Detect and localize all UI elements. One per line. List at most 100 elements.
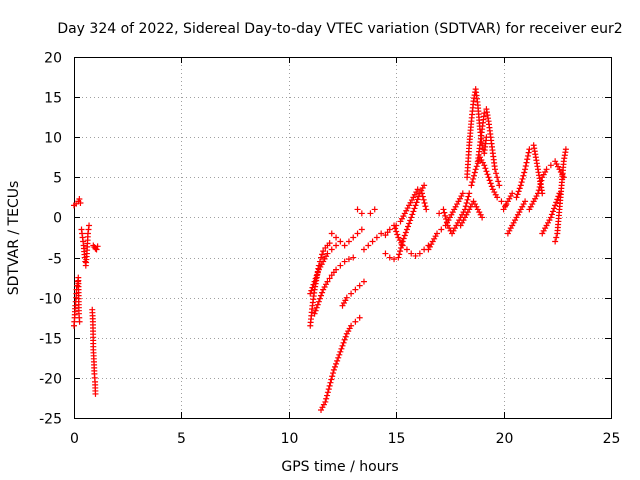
data-point xyxy=(382,250,389,257)
data-point xyxy=(397,248,404,255)
y-tick-label: -25 xyxy=(39,412,62,428)
data-point xyxy=(484,171,491,178)
data-point xyxy=(470,172,477,179)
data-point xyxy=(360,246,367,253)
data-point xyxy=(313,304,320,311)
data-point xyxy=(521,169,528,176)
data-point xyxy=(331,363,338,370)
data-point xyxy=(474,160,481,167)
data-point xyxy=(522,166,529,173)
data-point xyxy=(406,220,413,227)
data-point xyxy=(550,208,557,215)
data-point xyxy=(330,370,337,377)
y-axis-label: SDTVAR / TECUs xyxy=(6,181,22,296)
data-point xyxy=(94,243,101,250)
data-point xyxy=(334,357,341,364)
data-point xyxy=(316,295,323,302)
data-point xyxy=(481,162,488,169)
plot-frame xyxy=(74,57,612,419)
data-point xyxy=(464,196,471,203)
data-point xyxy=(350,234,357,241)
data-point xyxy=(333,266,340,273)
data-point xyxy=(358,210,365,217)
data-point xyxy=(518,179,525,186)
data-point xyxy=(517,182,524,189)
data-point xyxy=(524,156,531,163)
data-point xyxy=(524,152,531,159)
data-point xyxy=(534,190,541,197)
data-point xyxy=(341,258,348,265)
data-point xyxy=(326,240,333,247)
data-point xyxy=(352,318,359,325)
data-point xyxy=(536,183,543,190)
x-tick-label: 10 xyxy=(281,431,299,447)
data-point xyxy=(330,366,337,373)
data-point xyxy=(365,242,372,249)
data-point xyxy=(402,229,409,236)
y-tick-label: -20 xyxy=(39,372,62,388)
data-point xyxy=(337,348,344,355)
data-point xyxy=(553,199,560,206)
data-point xyxy=(485,174,492,181)
data-point xyxy=(421,200,428,207)
data-point xyxy=(86,222,93,229)
data-point xyxy=(386,226,393,233)
data-point xyxy=(551,205,558,212)
data-point xyxy=(310,281,317,288)
data-point xyxy=(469,179,476,186)
data-point xyxy=(394,231,401,238)
data-point xyxy=(369,238,376,245)
data-point xyxy=(314,269,321,276)
data-point xyxy=(409,211,416,218)
data-point xyxy=(308,287,315,294)
data-point xyxy=(328,230,335,237)
data-point xyxy=(410,208,417,215)
data-point xyxy=(412,202,419,209)
data-point xyxy=(412,252,419,259)
data-point xyxy=(502,202,509,209)
data-point xyxy=(386,254,393,261)
data-point xyxy=(473,163,480,170)
data-point xyxy=(514,191,521,198)
data-point xyxy=(535,187,542,194)
data-point xyxy=(522,162,529,169)
data-point xyxy=(441,209,448,216)
data-point xyxy=(537,180,544,187)
data-point xyxy=(309,284,316,291)
data-point xyxy=(348,322,355,329)
data-point xyxy=(371,206,378,213)
data-point xyxy=(395,254,402,261)
data-point xyxy=(333,242,340,249)
data-point xyxy=(436,210,443,217)
data-point xyxy=(498,198,505,205)
data-point xyxy=(354,230,361,237)
data-point xyxy=(319,251,326,258)
data-point xyxy=(373,234,380,241)
data-point xyxy=(472,166,479,173)
data-point xyxy=(341,242,348,249)
data-point xyxy=(328,376,335,383)
data-point xyxy=(313,272,320,279)
data-point xyxy=(482,165,489,172)
data-point xyxy=(322,398,329,405)
data-point xyxy=(398,241,405,248)
data-point xyxy=(496,182,503,189)
y-tick-label: 20 xyxy=(44,51,62,67)
grid-lines xyxy=(74,57,611,418)
data-point xyxy=(481,110,488,117)
data-point xyxy=(516,185,523,192)
data-point xyxy=(333,360,340,367)
data-point xyxy=(405,223,412,230)
data-point xyxy=(401,232,408,239)
tick-labels: 0 5 10 15 20 25 -25 -20 -15 -10 -5 0 5 10 15 20 xyxy=(39,51,620,448)
data-point xyxy=(440,206,447,213)
data-point xyxy=(314,301,321,308)
x-tick-label: 5 xyxy=(177,431,186,447)
x-tick-label: 15 xyxy=(388,431,406,447)
data-point xyxy=(333,234,340,241)
x-axis-label: GPS time / hours xyxy=(281,459,398,475)
y-tick-label: 15 xyxy=(44,91,62,107)
data-point xyxy=(459,190,466,197)
data-point xyxy=(312,307,319,314)
data-point xyxy=(513,194,520,201)
